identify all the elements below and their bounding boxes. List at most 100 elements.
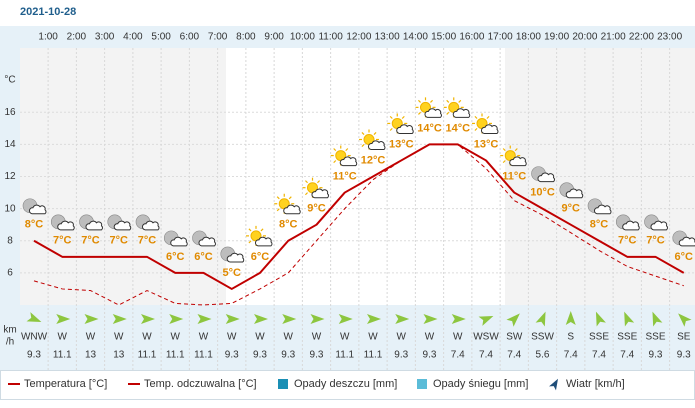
temperature-label: 11°C bbox=[333, 170, 357, 182]
cloud bbox=[396, 124, 414, 134]
cloud bbox=[28, 204, 47, 215]
cloud bbox=[509, 156, 527, 167]
weather-icon bbox=[615, 214, 640, 231]
temperature-label: 11°C bbox=[502, 170, 526, 182]
temperature-label: 7°C bbox=[646, 235, 665, 247]
wind-arrow bbox=[395, 314, 410, 324]
wind-direction: W bbox=[171, 332, 181, 343]
y-tick-label: 10 bbox=[4, 203, 16, 214]
wind-direction: W bbox=[453, 332, 463, 343]
date: 2021-10-28 bbox=[20, 6, 76, 18]
sun-ray bbox=[474, 127, 478, 131]
wind-speed: 9.3 bbox=[225, 350, 239, 361]
wind-speed: 7.4 bbox=[479, 350, 493, 361]
cloud bbox=[198, 236, 216, 247]
temperature-label: 7°C bbox=[81, 235, 100, 247]
wind-direction: SE bbox=[677, 332, 691, 343]
sun-ray bbox=[430, 99, 433, 103]
cloud bbox=[537, 172, 555, 183]
cloud bbox=[565, 188, 584, 199]
hour-label: 7:00 bbox=[208, 32, 228, 43]
y-axis-label: °C bbox=[4, 75, 15, 86]
wind-arrow bbox=[84, 314, 99, 324]
wind-unit: km bbox=[3, 325, 16, 336]
temperature-label: 7°C bbox=[53, 235, 72, 247]
temperature-label: 12°C bbox=[361, 154, 386, 166]
wind-speed: 7.4 bbox=[620, 350, 634, 361]
wind-unit: /h bbox=[6, 337, 14, 348]
wind-arrow bbox=[678, 313, 692, 327]
wind-direction: W bbox=[86, 332, 96, 343]
sun-ray bbox=[317, 180, 320, 184]
wind-speed: 5.6 bbox=[536, 350, 550, 361]
cloud bbox=[113, 220, 132, 231]
wind-speed: 9.3 bbox=[394, 350, 408, 361]
wind-direction: W bbox=[199, 332, 209, 343]
temperature-label: 8°C bbox=[25, 219, 44, 231]
wind-arrow bbox=[565, 311, 576, 325]
sun-ray bbox=[361, 144, 365, 147]
wind-direction: W bbox=[397, 332, 407, 343]
legend-label: Temp. odczuwalna [°C] bbox=[144, 378, 257, 390]
wind-arrow bbox=[535, 311, 546, 327]
wind-speed: 11.1 bbox=[194, 350, 213, 361]
weather-icon bbox=[672, 230, 695, 247]
temperature-label: 5°C bbox=[223, 267, 242, 279]
weather-icon bbox=[644, 214, 668, 231]
sun-ray bbox=[305, 180, 308, 184]
hour-label: 4:00 bbox=[123, 32, 143, 43]
sun-ray bbox=[446, 99, 450, 103]
hour-label: 23:00 bbox=[657, 32, 682, 43]
temperature-label: 6°C bbox=[166, 251, 185, 263]
sun-ray bbox=[361, 132, 365, 135]
wind-speed: 11.1 bbox=[335, 350, 354, 361]
cloud bbox=[367, 140, 386, 150]
y-tick-label: 16 bbox=[4, 107, 16, 118]
cloud bbox=[452, 108, 471, 118]
weather-icon bbox=[79, 214, 103, 231]
y-tick-label: 14 bbox=[4, 139, 16, 150]
hour-label: 17:00 bbox=[488, 32, 513, 43]
sun-ray bbox=[474, 115, 478, 119]
hour-label: 10:00 bbox=[290, 32, 315, 43]
sun-ray bbox=[373, 132, 377, 135]
cloud bbox=[57, 220, 75, 231]
wind-arrow bbox=[254, 314, 268, 324]
wind-direction: SW bbox=[506, 332, 523, 343]
hour-bar bbox=[0, 26, 695, 48]
temperature-label: 14°C bbox=[445, 122, 470, 134]
left-panel bbox=[0, 26, 20, 370]
sun-ray bbox=[333, 148, 337, 152]
sun-ray bbox=[418, 111, 421, 115]
weather-icon bbox=[587, 198, 612, 215]
weather-icon bbox=[415, 97, 442, 118]
legend-wind-icon bbox=[549, 378, 558, 391]
weather-icon bbox=[107, 214, 132, 231]
wind-arrow bbox=[169, 314, 184, 324]
cloud bbox=[85, 220, 103, 231]
wind-arrow bbox=[56, 314, 71, 324]
hour-label: 8:00 bbox=[236, 32, 256, 43]
wind-arrow bbox=[225, 314, 240, 324]
hour-label: 20:00 bbox=[572, 32, 597, 43]
wind-direction: W bbox=[312, 332, 322, 343]
sun-ray bbox=[458, 99, 462, 103]
sun-ray bbox=[276, 208, 280, 212]
wind-direction: W bbox=[142, 332, 152, 343]
hour-label: 12:00 bbox=[346, 32, 371, 43]
wind-arrow bbox=[451, 314, 466, 324]
hour-label: 1:00 bbox=[38, 32, 58, 43]
temperature-label: 9°C bbox=[562, 203, 581, 215]
sun-ray bbox=[248, 240, 252, 244]
cloud bbox=[283, 204, 301, 215]
sun-ray bbox=[418, 99, 421, 103]
hour-label: 9:00 bbox=[264, 32, 284, 43]
hour-label: 21:00 bbox=[601, 32, 626, 43]
wind-speed: 11.1 bbox=[166, 350, 185, 361]
weather-icon bbox=[387, 113, 414, 134]
wind-arrow bbox=[141, 314, 155, 324]
wind-direction: SSE bbox=[617, 332, 637, 343]
wind-speed: 9.3 bbox=[310, 350, 324, 361]
cloud bbox=[650, 220, 668, 231]
